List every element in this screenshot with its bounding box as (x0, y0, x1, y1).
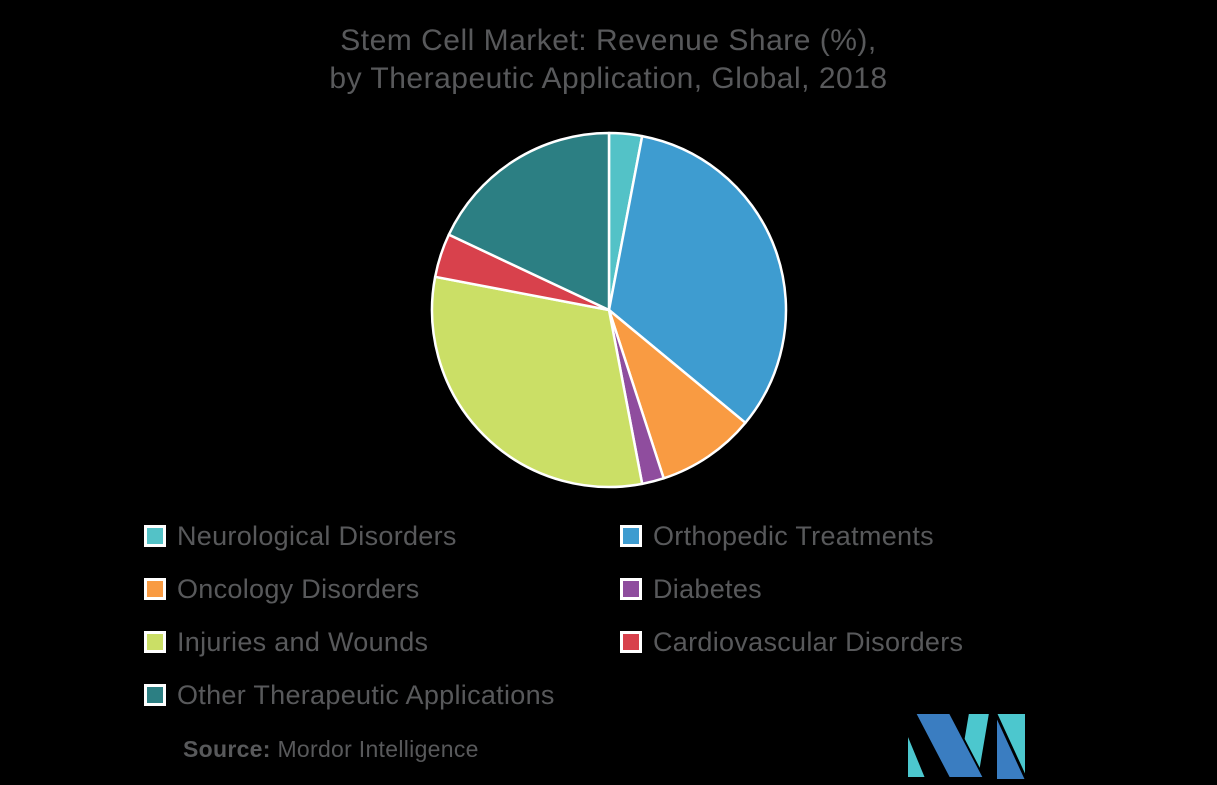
source-value: Mordor Intelligence (277, 736, 479, 762)
legend-label: Oncology Disorders (177, 573, 420, 604)
legend-item-diabetes: Diabetes (620, 573, 762, 604)
source-label: Source: (183, 736, 271, 762)
legend-item-other-therapeutic-applications: Other Therapeutic Applications (144, 679, 555, 710)
logo-i-blue-triangle (995, 714, 1027, 781)
legend-swatch-icon (144, 631, 166, 653)
pie-slice-other-therapeutic-applications (447, 131, 611, 312)
chart-title: Stem Cell Market: Revenue Share (%), by … (0, 22, 1217, 98)
legend-label: Cardiovascular Disorders (653, 626, 964, 657)
legend-swatch-icon (620, 631, 642, 653)
legend-label: Other Therapeutic Applications (177, 679, 555, 710)
legend-swatch-icon (144, 578, 166, 600)
pie-slice-orthopedic-treatments (607, 134, 788, 425)
logo-m-blue-stroke (913, 712, 986, 779)
legend-swatch-icon (144, 525, 166, 547)
pie-slice-injuries-and-wounds (430, 275, 644, 489)
legend-swatch-icon (620, 578, 642, 600)
pie-slice-oncology-disorders (607, 308, 747, 480)
legend-item-orthopedic-treatments: Orthopedic Treatments (620, 520, 934, 551)
source-line: Source: Mordor Intelligence (183, 736, 479, 763)
legend-swatch-icon (620, 525, 642, 547)
legend-label: Neurological Disorders (177, 520, 457, 551)
legend-item-oncology-disorders: Oncology Disorders (144, 573, 420, 604)
chart-title-line1: Stem Cell Market: Revenue Share (%), (340, 24, 877, 57)
chart-title-line2: by Therapeutic Application, Global, 2018 (329, 62, 888, 95)
legend-label: Orthopedic Treatments (653, 520, 934, 551)
legend-swatch-icon (144, 684, 166, 706)
mordor-intelligence-logo (906, 712, 1027, 781)
logo-m-left-teal-stroke (906, 731, 928, 779)
legend-label: Diabetes (653, 573, 762, 604)
legend-item-injuries-and-wounds: Injuries and Wounds (144, 626, 429, 657)
pie-chart (430, 131, 788, 489)
legend-item-neurological-disorders: Neurological Disorders (144, 520, 457, 551)
legend-item-cardiovascular-disorders: Cardiovascular Disorders (620, 626, 964, 657)
legend-label: Injuries and Wounds (177, 626, 429, 657)
